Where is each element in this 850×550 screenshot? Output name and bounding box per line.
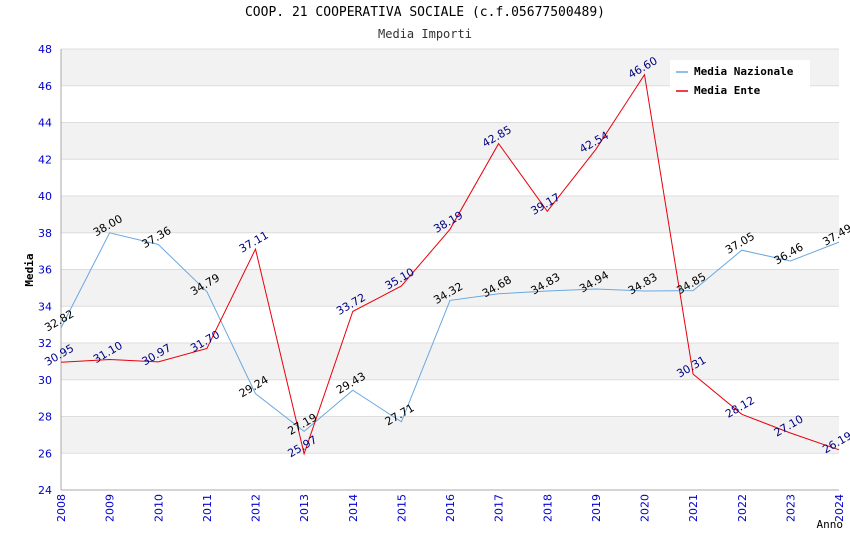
grid-band — [61, 122, 839, 160]
x-tick-label: 2012 — [250, 494, 263, 522]
grid-band — [61, 343, 839, 380]
x-tick-label: 2023 — [784, 494, 797, 522]
x-tick-label: 2011 — [201, 494, 214, 522]
grid-band — [61, 196, 839, 233]
legend-box — [670, 60, 810, 100]
y-tick-label: 30 — [38, 374, 52, 387]
x-tick-label: 2024 — [833, 494, 846, 522]
grid-band — [61, 232, 839, 270]
x-tick-label: 2014 — [347, 494, 360, 522]
y-tick-label: 26 — [38, 447, 52, 460]
series-line-media-nazionale — [60, 232, 840, 433]
y-tick-label: 38 — [38, 227, 52, 240]
x-tick-label: 2009 — [104, 494, 117, 522]
y-tick-label: 40 — [38, 190, 52, 203]
y-tick-label: 44 — [38, 117, 52, 130]
y-tick-label: 28 — [38, 411, 52, 424]
x-tick-label: 2022 — [736, 494, 749, 522]
y-axis-label: Media — [23, 253, 36, 286]
y-tick-label: 46 — [38, 80, 52, 93]
chart-subtitle: Media Importi — [378, 27, 472, 41]
y-tick-label: 32 — [38, 337, 52, 350]
x-tick-label: 2017 — [493, 494, 506, 522]
legend-label-media-nazionale: Media Nazionale — [694, 65, 794, 78]
x-tick-label: 2013 — [298, 494, 311, 522]
grid-band — [61, 159, 839, 196]
grid-band — [61, 379, 839, 417]
x-tick-label: 2016 — [444, 494, 457, 522]
legend-label-media-ente: Media Ente — [694, 84, 761, 97]
x-tick-label: 2020 — [639, 494, 652, 522]
x-tick-label: 2018 — [541, 494, 554, 522]
y-tick-label: 36 — [38, 264, 52, 277]
y-tick-label: 42 — [38, 153, 52, 166]
x-tick-label: 2010 — [152, 494, 165, 522]
grid-band — [61, 453, 839, 490]
x-axis-label: Anno — [817, 518, 844, 531]
grid-band — [61, 416, 839, 454]
chart-title: COOP. 21 COOPERATIVA SOCIALE (c.f.056775… — [244, 5, 606, 20]
series-line-media-ente — [60, 73, 840, 456]
y-tick-label: 24 — [38, 484, 52, 497]
x-tick-label: 2021 — [687, 494, 700, 522]
x-tick-label: 2015 — [395, 494, 408, 522]
y-tick-label: 34 — [38, 300, 52, 313]
x-tick-label: 2008 — [55, 494, 68, 522]
y-tick-label: 48 — [38, 43, 52, 56]
x-tick-label: 2019 — [590, 494, 603, 522]
grid-band — [61, 306, 839, 343]
